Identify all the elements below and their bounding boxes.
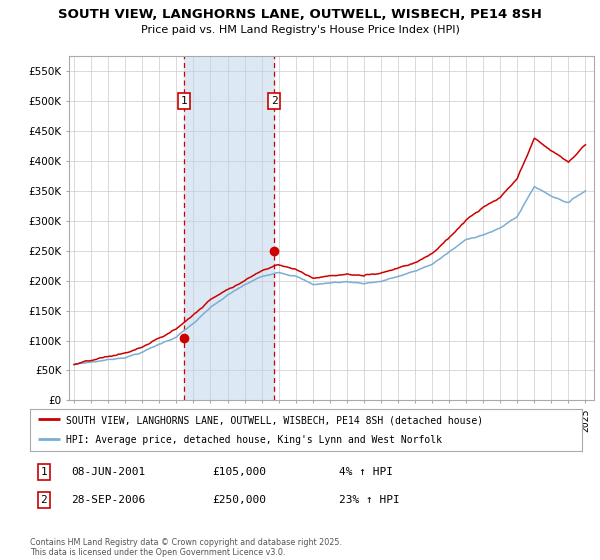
Text: 4% ↑ HPI: 4% ↑ HPI [339, 467, 393, 477]
Text: 1: 1 [40, 467, 47, 477]
Bar [184, 56, 274, 400]
Text: 1: 1 [181, 96, 187, 106]
Text: 23% ↑ HPI: 23% ↑ HPI [339, 495, 400, 505]
Text: 28-SEP-2006: 28-SEP-2006 [71, 495, 146, 505]
Text: 08-JUN-2001: 08-JUN-2001 [71, 467, 146, 477]
Text: £105,000: £105,000 [212, 467, 266, 477]
Text: HPI: Average price, detached house, King's Lynn and West Norfolk: HPI: Average price, detached house, King… [66, 435, 442, 445]
Text: SOUTH VIEW, LANGHORNS LANE, OUTWELL, WISBECH, PE14 8SH (detached house): SOUTH VIEW, LANGHORNS LANE, OUTWELL, WIS… [66, 415, 483, 425]
Text: Contains HM Land Registry data © Crown copyright and database right 2025.
This d: Contains HM Land Registry data © Crown c… [30, 538, 342, 557]
Text: SOUTH VIEW, LANGHORNS LANE, OUTWELL, WISBECH, PE14 8SH: SOUTH VIEW, LANGHORNS LANE, OUTWELL, WIS… [58, 8, 542, 21]
Text: 2: 2 [40, 495, 47, 505]
Text: Price paid vs. HM Land Registry's House Price Index (HPI): Price paid vs. HM Land Registry's House … [140, 25, 460, 35]
Text: £250,000: £250,000 [212, 495, 266, 505]
Text: 2: 2 [271, 96, 278, 106]
